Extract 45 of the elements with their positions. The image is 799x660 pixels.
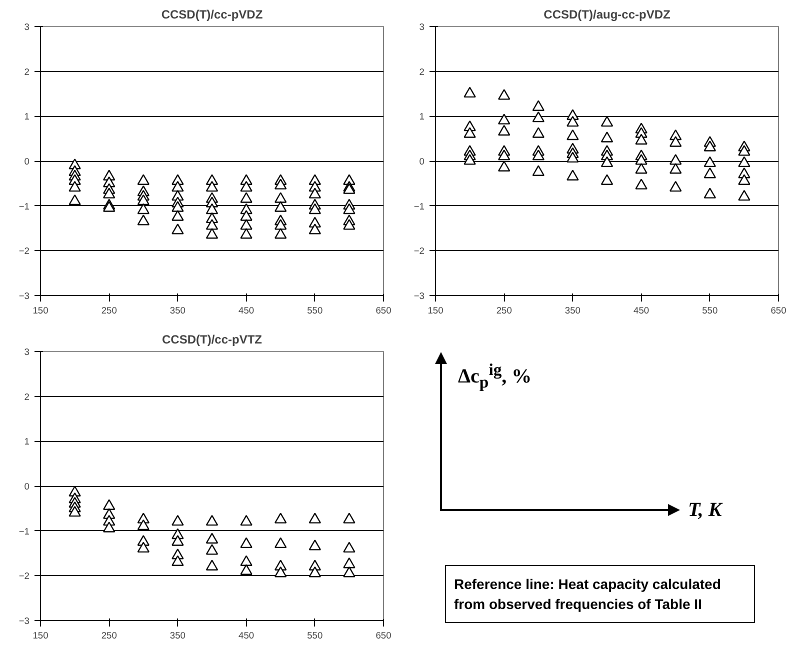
x-tick-label: 150 bbox=[32, 306, 48, 316]
x-tick-label: 450 bbox=[634, 306, 650, 316]
y-tick-label: 0 bbox=[419, 156, 425, 166]
x-tick-label: 350 bbox=[564, 306, 580, 316]
x-tick-label: 250 bbox=[101, 306, 117, 316]
y-tick-label: 1 bbox=[419, 112, 425, 122]
y-tick-label: −3 bbox=[18, 616, 30, 626]
x-tick-label: 550 bbox=[307, 306, 323, 316]
x-tick-label: 650 bbox=[770, 306, 786, 316]
x-tick-label: 450 bbox=[238, 630, 254, 640]
chart-title: CCSD(T)/cc-pVDZ bbox=[161, 8, 263, 22]
y-tick-label: 3 bbox=[24, 347, 30, 357]
x-tick-label: 350 bbox=[170, 306, 186, 316]
y-tick-label: −3 bbox=[18, 291, 30, 301]
x-tick-label: 350 bbox=[170, 630, 186, 640]
y-tick-label: −2 bbox=[18, 571, 30, 582]
x-tick-label: 550 bbox=[702, 306, 718, 316]
x-tick-label: 250 bbox=[101, 630, 117, 640]
x-tick-label: 150 bbox=[428, 306, 444, 316]
text: Δc$_{p}$$^{ig}$, % bbox=[458, 359, 532, 394]
x-tick-label: 450 bbox=[238, 306, 254, 316]
x-tick-label: 650 bbox=[376, 306, 392, 316]
x-tick-label: 150 bbox=[32, 630, 48, 640]
y-tick-label: 1 bbox=[24, 436, 30, 447]
y-tick-label: −1 bbox=[18, 526, 30, 536]
y-tick-label: 3 bbox=[24, 22, 30, 32]
y-tick-label: −2 bbox=[414, 246, 425, 256]
y-tick-label: 2 bbox=[24, 392, 30, 402]
x-tick-label: 550 bbox=[307, 630, 323, 640]
y-tick-label: 2 bbox=[24, 66, 30, 77]
chart-title: CCSD(T)/aug-cc-pVDZ bbox=[544, 8, 670, 22]
y-tick-label: −1 bbox=[414, 201, 425, 212]
chart-title: CCSD(T)/cc-pVTZ bbox=[162, 332, 262, 346]
text: T, K bbox=[688, 498, 722, 523]
x-tick-label: 650 bbox=[376, 630, 392, 640]
y-tick-label: −3 bbox=[414, 291, 425, 301]
y-tick-label: −1 bbox=[18, 201, 30, 212]
y-tick-label: 0 bbox=[24, 482, 30, 492]
y-tick-label: −2 bbox=[18, 246, 30, 256]
y-tick-label: 0 bbox=[24, 156, 30, 166]
text: Reference line: Heat capacity calculated from observed frequencies of Table II bbox=[445, 565, 755, 623]
x-tick-label: 250 bbox=[496, 306, 512, 316]
y-tick-label: 2 bbox=[419, 66, 425, 77]
y-tick-label: 1 bbox=[24, 112, 30, 122]
y-tick-label: 3 bbox=[419, 22, 425, 32]
